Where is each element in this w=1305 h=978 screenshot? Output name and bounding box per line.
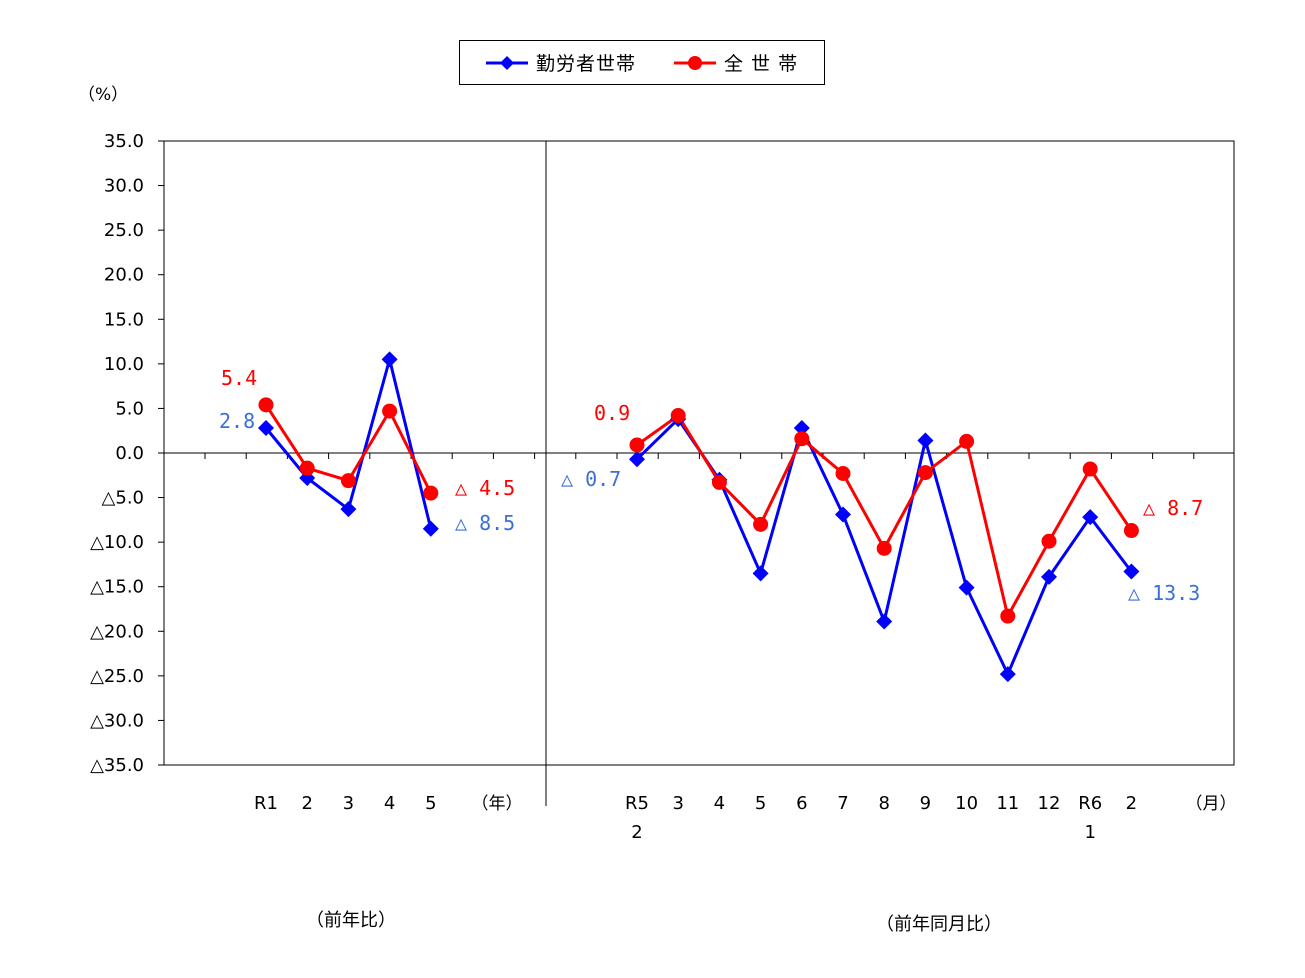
x-axis-unit-label: （月） (1186, 794, 1237, 814)
x-tick-label: 2 (301, 793, 312, 814)
x-axis-unit-label: （年） (472, 794, 523, 814)
x-tick-label: 10 (955, 793, 978, 814)
x-tick-label: R6 (1078, 793, 1102, 814)
y-tick-label: △5.0 (102, 488, 144, 509)
data-label: △ 0.7 (561, 467, 621, 491)
y-tick-label: △30.0 (90, 710, 144, 731)
data-point-all (917, 465, 933, 481)
x-tick-label: 8 (878, 793, 889, 814)
data-point-workers (752, 565, 769, 582)
data-point-all (753, 516, 769, 532)
data-point-workers (999, 666, 1016, 683)
x-tick-label: 9 (920, 793, 931, 814)
y-axis-unit-label: （%） (78, 85, 129, 105)
data-point-workers (793, 420, 810, 437)
data-point-all (835, 466, 851, 482)
y-tick-label: △20.0 (90, 621, 144, 642)
data-point-workers (629, 451, 645, 468)
data-point-workers (1041, 568, 1057, 585)
data-point-all (340, 473, 356, 489)
data-label: △ 8.5 (455, 511, 515, 535)
data-point-workers (1123, 563, 1140, 580)
data-point-all (1000, 608, 1016, 624)
data-point-all (382, 403, 398, 419)
data-label: 5.4 (221, 366, 257, 390)
x-tick-label: 2 (1126, 793, 1137, 814)
x-tick-label: 3 (343, 793, 354, 814)
data-point-all (299, 460, 315, 476)
x-tick-label: 4 (384, 793, 395, 814)
y-tick-label: △15.0 (90, 577, 144, 598)
series-line-all (636, 413, 1133, 621)
section-label-annual: （前年比） (306, 910, 396, 931)
data-point-all (1082, 461, 1098, 477)
data-point-workers (876, 613, 893, 630)
data-label: 2.8 (219, 409, 255, 433)
y-tick-label: 15.0 (104, 309, 144, 330)
x-tick-label: R1 (254, 793, 278, 814)
legend-all-marker-icon (674, 55, 716, 70)
y-tick-label: 20.0 (104, 265, 144, 286)
data-point-workers (422, 520, 439, 537)
y-tick-label: 10.0 (104, 354, 144, 375)
x-tick-label: 3 (672, 793, 683, 814)
legend: 勤労者世帯 全 世 帯 (459, 40, 825, 85)
data-point-all (423, 485, 439, 501)
x-tick-label: 5 (755, 793, 766, 814)
x-tick-label: 6 (796, 793, 807, 814)
y-tick-label: △35.0 (90, 755, 144, 776)
data-label: △ 13.3 (1128, 581, 1200, 605)
y-tick-label: 25.0 (104, 220, 144, 241)
legend-workers-marker-icon (486, 55, 528, 70)
data-point-all (629, 437, 645, 453)
y-tick-label: △10.0 (90, 532, 144, 553)
y-tick-label: △25.0 (90, 666, 144, 687)
legend-item-all: 全 世 帯 (672, 41, 798, 84)
data-point-workers (958, 579, 975, 596)
x-tick-label: R5 (625, 793, 649, 814)
data-label: △ 4.5 (455, 476, 515, 500)
data-point-all (876, 540, 892, 556)
data-point-all (959, 433, 975, 449)
x-tick-label: 12 (1038, 793, 1061, 814)
data-point-all (1041, 533, 1057, 549)
x-tick-label: 2 (631, 822, 642, 843)
data-point-workers (381, 351, 398, 368)
legend-label-workers: 勤労者世帯 (536, 53, 637, 75)
data-point-workers (340, 501, 357, 518)
data-point-all (794, 431, 810, 447)
data-point-all (1123, 523, 1139, 539)
data-label: 0.9 (594, 401, 630, 425)
data-point-all (711, 474, 727, 490)
x-tick-label: 7 (837, 793, 848, 814)
section-label-monthly: （前年同月比） (876, 914, 1002, 935)
y-tick-label: 35.0 (104, 131, 144, 152)
y-tick-label: 5.0 (115, 398, 144, 419)
data-point-workers (917, 432, 934, 449)
x-tick-label: 1 (1084, 822, 1095, 843)
x-tick-label: 4 (714, 793, 725, 814)
y-tick-label: 0.0 (115, 443, 144, 464)
legend-label-all: 全 世 帯 (724, 53, 799, 75)
data-point-all (670, 408, 686, 424)
data-label: △ 8.7 (1143, 496, 1203, 520)
x-tick-label: 11 (996, 793, 1019, 814)
data-point-all (258, 397, 274, 413)
y-tick-label: 30.0 (104, 176, 144, 197)
legend-item-workers: 勤労者世帯 (484, 41, 636, 84)
data-point-workers (1082, 509, 1099, 526)
data-point-workers (258, 420, 274, 437)
x-tick-label: 5 (425, 793, 436, 814)
data-point-workers (835, 506, 851, 523)
